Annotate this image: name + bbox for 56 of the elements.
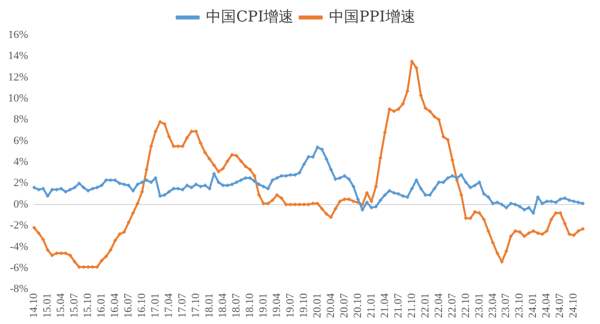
x-tick-label: 20.01 xyxy=(311,293,324,318)
x-tick-label: 17.10 xyxy=(190,292,202,318)
x-tick-label: 20.10 xyxy=(352,292,364,318)
y-tick-label: -4% xyxy=(10,240,28,253)
x-tick-label: 24.10 xyxy=(568,292,580,318)
x-tick-label: 22.01 xyxy=(419,293,432,318)
x-tick-label: 24.01 xyxy=(527,293,540,318)
x-tick-label: 21.07 xyxy=(392,292,404,318)
y-tick-label: 10% xyxy=(8,92,28,104)
x-tick-label: 18.10 xyxy=(244,292,256,318)
x-tick-label: 17.04 xyxy=(162,292,175,318)
x-tick-label: 17.01 xyxy=(149,293,162,318)
x-tick-label: 23.07 xyxy=(500,292,512,318)
y-tick-label: 2% xyxy=(13,177,28,190)
y-tick-label: 8% xyxy=(13,114,28,126)
legend-label: 中国CPI增速 xyxy=(206,7,294,26)
x-tick-label: 21.10 xyxy=(406,292,418,318)
x-tick-label: 15.10 xyxy=(82,292,94,318)
x-tick-label: 21.04 xyxy=(378,292,391,318)
y-tick-label: -2% xyxy=(10,220,28,232)
x-tick-label: 19.10 xyxy=(298,292,310,318)
x-tick-label: 17.07 xyxy=(176,292,188,318)
x-tick-label: 19.01 xyxy=(257,293,270,318)
x-tick-label: 16.04 xyxy=(109,292,121,318)
x-tick-label: 23.10 xyxy=(514,292,526,318)
x-tick-label: 18.01 xyxy=(203,293,216,318)
x-tick-label: 16.01 xyxy=(96,293,108,318)
x-tick-label: 15.04 xyxy=(55,292,68,318)
y-tick-label: -6% xyxy=(10,262,28,274)
x-tick-label: 16.10 xyxy=(136,292,148,318)
y-tick-label: 6% xyxy=(13,134,28,147)
x-tick-label: 14.10 xyxy=(28,292,40,318)
x-tick-label: 22.07 xyxy=(446,292,458,318)
x-tick-label: 24.04 xyxy=(540,292,553,318)
y-tick-label: 12% xyxy=(8,71,28,84)
x-tick-label: 18.07 xyxy=(230,292,242,318)
x-tick-label: 23.04 xyxy=(486,292,499,318)
x-tick-label: 21.01 xyxy=(365,293,378,318)
y-tick-label: -8% xyxy=(10,283,28,296)
x-tick-label: 20.04 xyxy=(324,292,337,318)
x-tick-label: 22.04 xyxy=(432,292,445,318)
x-tick-label: 19.04 xyxy=(270,292,283,318)
legend-label: 中国PPI增速 xyxy=(329,7,416,26)
x-tick-label: 20.07 xyxy=(338,292,350,318)
y-tick-label: 4% xyxy=(13,156,28,168)
y-tick-label: 0% xyxy=(13,198,28,210)
x-tick-label: 15.07 xyxy=(68,292,81,318)
x-tick-label: 18.04 xyxy=(216,292,229,318)
y-tick-label: 14% xyxy=(8,50,28,62)
x-tick-label: 23.01 xyxy=(473,293,486,318)
x-tick-label: 24.07 xyxy=(554,292,566,318)
x-tick-label: 19.07 xyxy=(284,292,296,318)
x-tick-label: 15.01 xyxy=(42,293,54,318)
y-tick-label: 16% xyxy=(8,28,28,41)
x-tick-label: 16.07 xyxy=(122,292,134,318)
x-tick-label: 22.10 xyxy=(460,292,472,318)
